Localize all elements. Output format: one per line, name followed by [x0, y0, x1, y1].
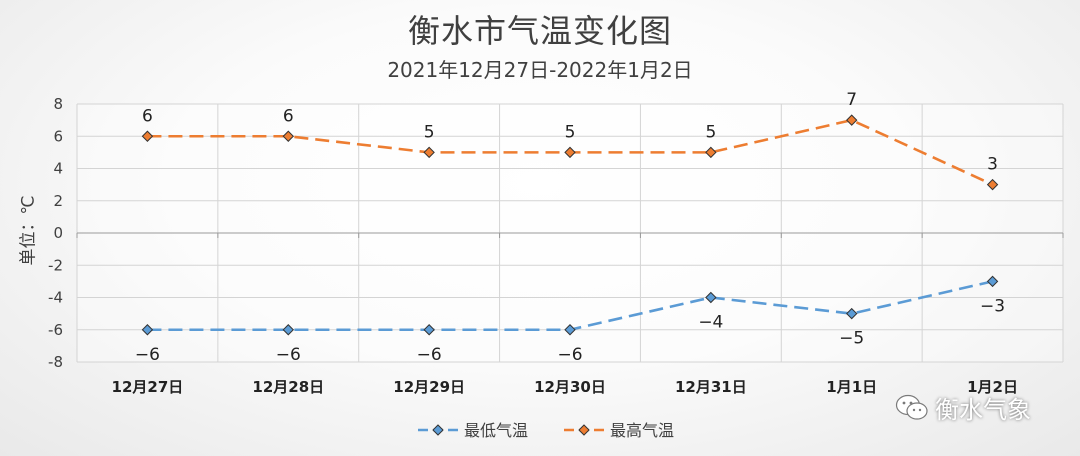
data-point: [282, 130, 294, 142]
data-label: −4: [698, 313, 723, 333]
watermark-text: 衡水气象: [935, 396, 1031, 424]
data-label: 7: [846, 90, 857, 110]
chart-subtitle: 2021年12月27日-2022年1月2日: [387, 58, 693, 82]
data-label: 6: [283, 106, 294, 126]
data-label: 3: [987, 155, 998, 175]
y-tick-label: -4: [48, 289, 63, 307]
data-label: −6: [276, 345, 301, 365]
data-label: −6: [135, 345, 160, 365]
legend-label: 最低气温: [464, 421, 528, 440]
data-point: [846, 114, 858, 126]
y-tick-label: 2: [53, 192, 63, 210]
data-point: [564, 324, 576, 336]
x-tick-label: 12月29日: [393, 378, 465, 396]
data-point: [141, 130, 154, 142]
data-point: [705, 146, 717, 159]
data-point: [141, 324, 154, 336]
y-tick-label: 8: [53, 95, 63, 113]
wechat-icon: [895, 394, 928, 420]
y-tick-label: -8: [48, 353, 63, 371]
x-tick-label: 12月27日: [112, 378, 184, 396]
data-point: [986, 178, 999, 191]
y-tick-label: -6: [48, 321, 63, 339]
x-tick-label: 12月28日: [252, 378, 324, 396]
data-point: [564, 146, 576, 159]
x-tick-label: 1月1日: [826, 378, 877, 396]
data-label: −3: [980, 296, 1005, 316]
data-label: 6: [142, 106, 153, 126]
data-point: [705, 291, 717, 304]
data-point: [986, 275, 999, 288]
data-label: −6: [557, 345, 582, 365]
x-tick-label: 12月30日: [534, 378, 606, 396]
legend-label: 最高气温: [610, 421, 674, 440]
data-label: −5: [839, 329, 864, 349]
data-point: [423, 146, 435, 159]
y-tick-label: 0: [53, 224, 63, 242]
x-tick-label: 1月2日: [967, 378, 1018, 396]
legend-marker: [432, 424, 444, 436]
y-tick-label: -2: [48, 256, 63, 274]
data-label: 5: [565, 122, 576, 142]
chart-title: 衡水市气温变化图: [407, 12, 672, 50]
data-point: [423, 324, 435, 336]
data-point: [282, 324, 294, 336]
watermark: 衡水气象: [895, 390, 1031, 425]
data-label: 5: [705, 122, 716, 142]
data-label: 5: [424, 122, 435, 142]
x-tick-label: 12月31日: [675, 378, 747, 396]
data-label: −6: [417, 345, 442, 365]
y-tick-label: 6: [53, 127, 63, 145]
legend-marker: [578, 424, 590, 436]
y-tick-label: 4: [53, 160, 63, 178]
data-point: [846, 307, 858, 320]
